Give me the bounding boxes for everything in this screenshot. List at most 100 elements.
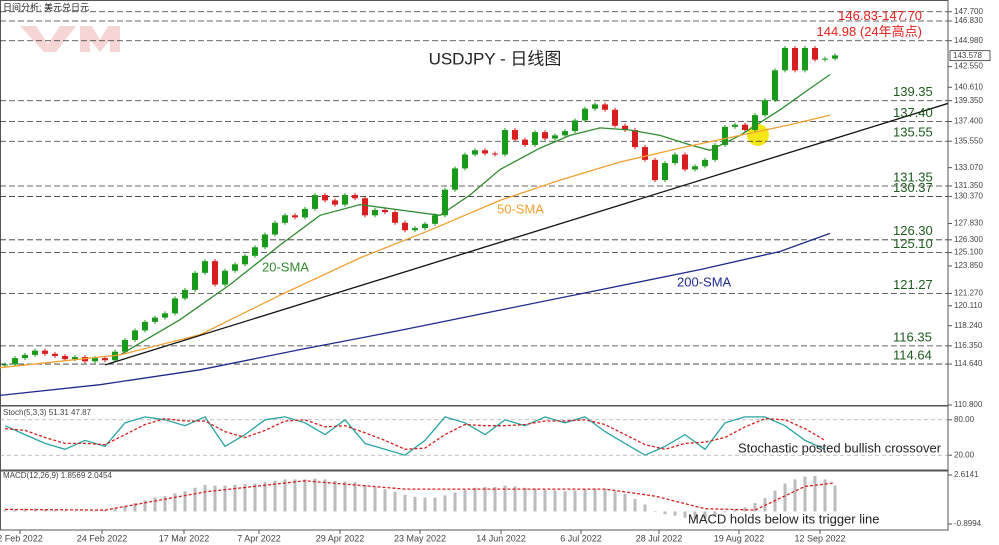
candle: [422, 223, 428, 229]
candle: [562, 131, 568, 136]
candle: [362, 198, 368, 216]
candle: [182, 289, 188, 299]
macd-bar: [753, 503, 757, 512]
macd-bar: [663, 511, 667, 515]
macd-bar: [793, 479, 797, 512]
chart-title: USDJPY - 日线图: [429, 49, 562, 68]
candle: [492, 153, 498, 155]
candle: [22, 354, 28, 359]
candle: [342, 195, 348, 205]
candle: [282, 215, 288, 223]
macd-bar: [293, 479, 297, 512]
macd-bar: [503, 485, 507, 512]
candle: [572, 120, 578, 132]
candle: [762, 100, 768, 116]
y-tick-label: 118.240: [954, 321, 983, 330]
header: 日间分析: 美元兑日元: [3, 1, 89, 12]
candle: [172, 298, 178, 314]
indicator-line: [119, 74, 831, 356]
macd-bar: [443, 495, 447, 512]
macd-bar: [783, 483, 787, 512]
macd-bar: [363, 484, 367, 512]
x-tick-label: 29 Apr 2022: [316, 533, 365, 543]
y-tick-label: 125.100: [954, 248, 983, 257]
macd-bar: [743, 507, 747, 512]
candle: [32, 350, 38, 355]
y-tick-label: 20.00: [954, 450, 975, 459]
candle: [412, 228, 418, 231]
y-tick-label: 80.00: [954, 415, 975, 424]
macd-bar: [153, 497, 157, 512]
macd-bar: [493, 487, 497, 512]
candle: [122, 339, 128, 352]
macd-bar: [693, 511, 697, 520]
x-tick-label: 19 Aug 2022: [714, 533, 765, 543]
level-label: 144.98 (24年高点): [817, 24, 923, 39]
macd-bar: [683, 511, 687, 518]
candle: [532, 132, 538, 145]
candle: [822, 58, 828, 60]
macd-bar: [103, 510, 107, 512]
macd-bar: [223, 485, 227, 512]
macd-bar: [63, 510, 67, 512]
candle: [62, 355, 68, 360]
macd-bar: [603, 489, 607, 512]
macd-bar: [93, 510, 97, 512]
current-price-label: 143.578: [953, 51, 982, 60]
indicator-line: [0, 114, 831, 369]
macd-bar: [643, 504, 647, 512]
level-label: 121.27: [893, 277, 933, 292]
candle: [162, 313, 168, 318]
macd-bar: [563, 491, 567, 512]
macd-bar: [573, 490, 577, 512]
candle: [12, 358, 18, 365]
candle: [802, 47, 808, 71]
macd-bar: [623, 494, 627, 512]
x-tick-label: 23 May 2022: [394, 533, 446, 543]
candle: [632, 130, 638, 148]
candle: [812, 47, 818, 60]
macd-bar: [513, 486, 517, 512]
level-label: 126.30: [893, 223, 933, 238]
candle: [732, 124, 738, 127]
watermark: [20, 26, 120, 52]
candle: [722, 126, 728, 145]
x-tick-label: 6 Jul 2022: [560, 533, 602, 543]
candle: [462, 154, 468, 169]
candle: [372, 209, 378, 216]
macd-bar: [373, 487, 377, 512]
y-tick-label: 142.550: [954, 62, 983, 71]
x-tick-label: 28 Jul 2022: [636, 533, 683, 543]
candle: [392, 212, 398, 223]
macd-bar: [123, 505, 127, 512]
candle: [42, 350, 48, 354]
macd-bar: [463, 489, 467, 512]
level-label: 139.35: [893, 84, 933, 99]
candle: [482, 150, 488, 154]
current-price-box: [949, 50, 991, 62]
candle: [522, 139, 528, 145]
macd-bar: [353, 482, 357, 512]
panel-annotation: MACD holds below its trigger line: [688, 511, 879, 526]
candle: [472, 150, 478, 155]
candle: [512, 130, 518, 140]
candle: [622, 125, 628, 131]
macd-bar: [483, 487, 487, 512]
candle: [652, 159, 658, 181]
macd-bar: [183, 491, 187, 512]
macd-bar: [213, 485, 217, 512]
macd-bar: [613, 491, 617, 512]
candle: [692, 166, 698, 170]
candle: [262, 234, 268, 248]
candle: [552, 135, 558, 139]
x-tick-label: 2 Feb 2022: [0, 533, 43, 543]
macd-bar: [803, 476, 807, 512]
x-tick-label: 14 Jun 2022: [476, 533, 526, 543]
macd-bar: [133, 503, 137, 512]
y-tick-label: 2.6141: [954, 470, 979, 479]
macd-plot: [3, 475, 837, 520]
line-label: 20-SMA: [262, 259, 309, 274]
macd-bar: [523, 487, 527, 512]
candle: [582, 108, 588, 121]
